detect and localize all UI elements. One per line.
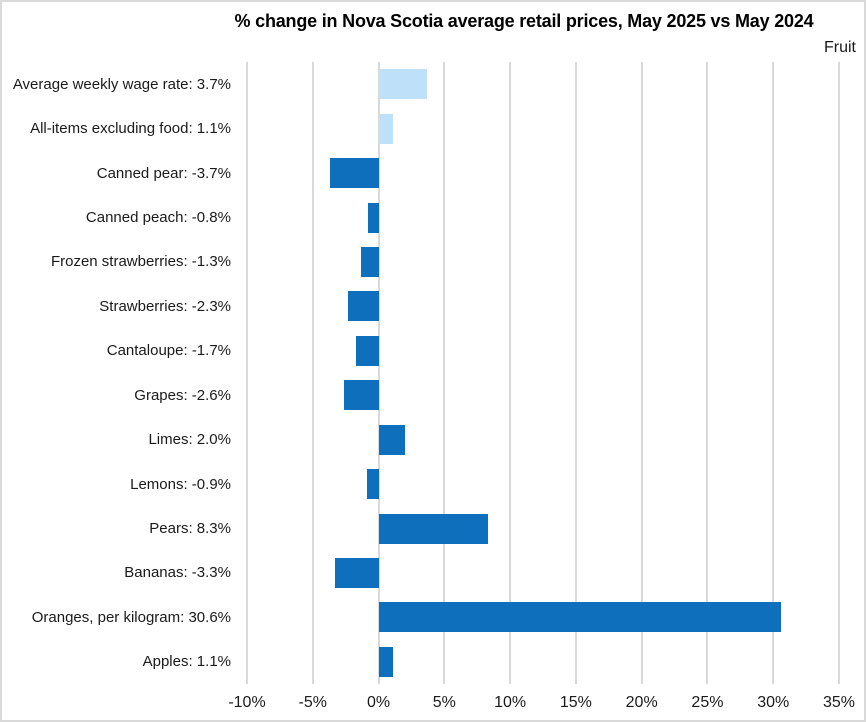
category-label-grapes: Grapes: -2.6%: [134, 386, 231, 404]
gridline-25: [706, 62, 709, 684]
gridline-35: [838, 62, 840, 684]
category-label-limes: Limes: 2.0%: [148, 431, 231, 449]
bar-pears: [378, 513, 488, 544]
category-label-oranges-per-kilogram: Oranges, per kilogram: 30.6%: [31, 608, 231, 626]
category-label-bananas: Bananas: -3.3%: [124, 564, 231, 582]
bar-frozen-strawberries: [361, 246, 379, 277]
category-label-cantaloupe: Cantaloupe: -1.7%: [106, 342, 231, 360]
bar-apples: [378, 646, 394, 677]
category-label-canned-peach: Canned peach: -0.8%: [85, 208, 231, 226]
bar-oranges-per-kilogram: [378, 602, 782, 633]
bar-all-items-excluding-food: [378, 113, 394, 144]
x-tick-label: 25%: [691, 694, 724, 711]
gridline-10: [509, 62, 512, 684]
category-label-strawberries: Strawberries: -2.3%: [99, 297, 231, 315]
gridline-15: [574, 62, 577, 684]
gridline-5: [443, 62, 446, 684]
bar-canned-pear: [329, 158, 379, 189]
x-tick-label: -5%: [298, 694, 327, 711]
x-tick-label: 30%: [757, 694, 790, 711]
category-label-lemons: Lemons: -0.9%: [130, 475, 231, 493]
x-tick-label: -10%: [228, 694, 266, 711]
chart-subtitle-fruit: Fruit: [824, 39, 856, 56]
gridline-30: [772, 62, 775, 684]
category-label-pears: Pears: 8.3%: [149, 519, 231, 537]
x-tick-label: 10%: [494, 694, 527, 711]
bar-average-weekly-wage-rate: [378, 69, 428, 100]
x-tick-label: 15%: [559, 694, 592, 711]
category-label-all-items-excluding-food: All-items excluding food: 1.1%: [30, 120, 231, 138]
gridline-20: [640, 62, 643, 684]
x-tick-label: 0%: [366, 694, 391, 711]
plot-area: [246, 62, 840, 684]
bar-lemons: [366, 469, 379, 500]
x-tick-label: 35%: [822, 694, 856, 711]
bar-canned-peach: [368, 202, 379, 233]
bar-grapes: [344, 380, 379, 411]
bar-strawberries: [348, 291, 379, 322]
x-tick-label: 20%: [625, 694, 658, 711]
category-axis-labels: Average weekly wage rate: 3.7% All-items …: [2, 62, 239, 684]
category-label-canned-pear: Canned pear: -3.7%: [96, 164, 231, 182]
category-label-apples: Apples: 1.1%: [142, 653, 231, 671]
bar-limes: [378, 424, 405, 455]
value-axis: -10% -5% 0% 5% 10% 15% 20% 25% 30% 35%: [228, 694, 855, 718]
category-label-average-weekly-wage-rate: Average weekly wage rate: 3.7%: [12, 75, 231, 93]
gridline-0: [377, 62, 380, 684]
gridline--10: [246, 62, 248, 684]
gridline--5: [311, 62, 314, 684]
chart-title: % change in Nova Scotia average retail p…: [234, 11, 814, 31]
bar-bananas: [335, 557, 379, 588]
category-label-frozen-strawberries: Frozen strawberries: -1.3%: [50, 253, 231, 271]
bar-cantaloupe: [356, 335, 379, 366]
x-tick-label: 5%: [432, 694, 456, 711]
